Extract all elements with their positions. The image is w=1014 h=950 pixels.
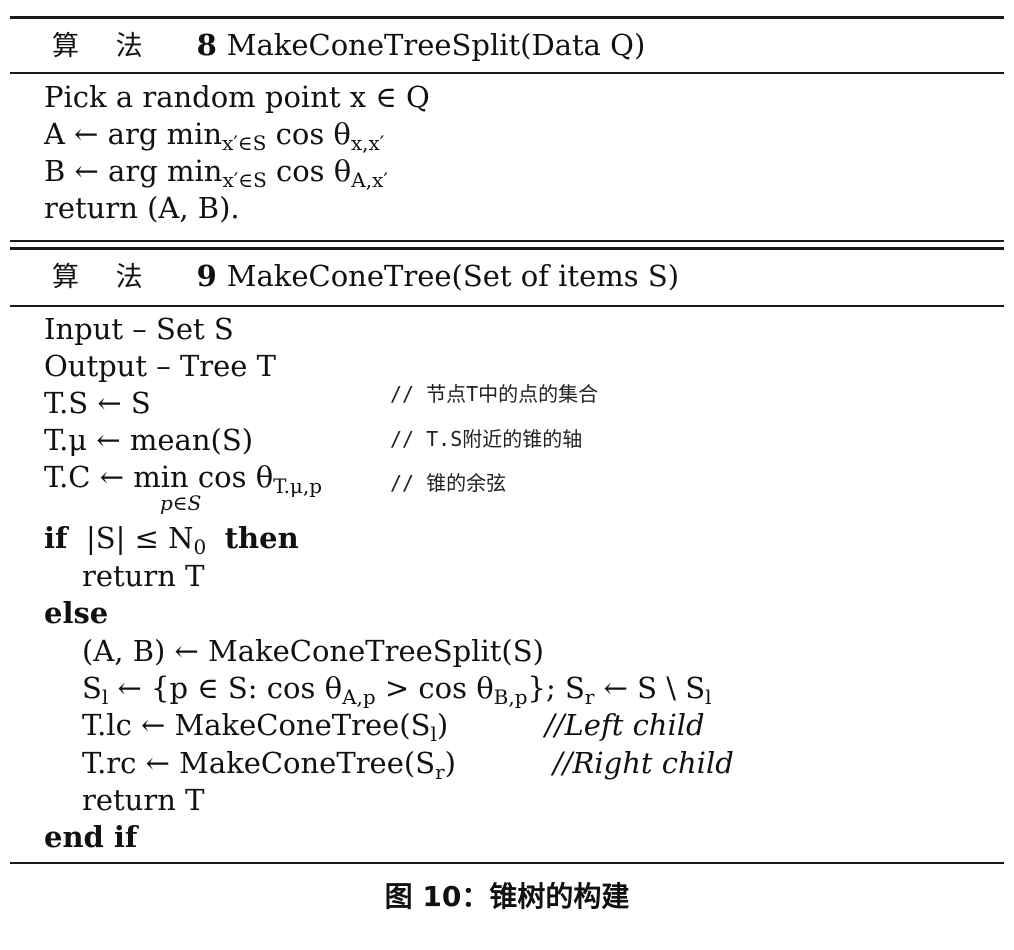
sl-t2-sub: B,p [493,685,528,709]
algo8-header-rule [10,72,1004,74]
if-keyword: if [44,521,68,555]
algo9-input-text: Input – Set S [44,312,234,346]
sl-mid2: > cos θ [375,671,494,705]
sl-pre-sub: l [101,685,109,709]
algo9-else: else [44,595,108,631]
lc-post: ) [436,708,449,742]
then-keyword: then [224,521,299,555]
algo8-line-3-theta-sub: A,x′ [351,168,388,192]
algo8-line-3-rest: cos θ [275,154,352,188]
algo9-label: 算 法 [52,262,157,293]
sl-end-sub: l [705,685,712,709]
algo9-lc-comment: //Left child [545,708,705,742]
figure-caption: 图 10：锥树的构建 [384,880,630,913]
algo9-return-2-text: return T [82,783,205,817]
algo8-bottom-rule [10,240,1004,242]
algo8-top-rule [10,16,1004,19]
algo9-rc-comment: //Right child [553,746,734,780]
algo9-tc-sub: T.μ,p [273,474,323,498]
algo9-lc: T.lc ← MakeConeTree(Sl) [82,707,449,746]
algo8-line-3-text: B ← arg min [44,154,223,188]
algo9-tc-post: cos θ [188,460,274,494]
algo8-line-2-rest: cos θ [275,117,351,151]
sr-sub: r [584,685,595,709]
algo9-header-rule [10,305,1004,307]
algo9-tmu-comment: // T.S附近的锥的轴 [390,427,583,451]
algo9-ts-text: T.S ← S [44,386,151,420]
algo8-line-4-text: return (A, B). [44,191,240,225]
algo9-endif: end if [44,819,137,855]
algo8-line-3-sub: x′∈S [222,168,267,192]
algo9-if: if |S| ≤ N0 then [44,520,299,559]
endif-keyword: end if [44,820,138,854]
rc-post: ) [444,746,456,780]
algo9-tc: T.C ← min cos θT.μ,p [44,459,323,498]
algo9-split-text: (A, B) ← MakeConeTreeSplit(S) [82,634,544,668]
algo9-tc-comment: // 锥的余弦 [390,471,507,495]
algo9-return-2: return T [82,782,204,818]
algo9-header: 算 法 9 MakeConeTree(Set of items S) [52,256,679,298]
algo9-tmu: T.μ ← mean(S) [44,422,253,458]
algo8-line-1-text: Pick a random point x ∈ Q [44,80,430,114]
sl-t1-sub: A,p [342,685,376,709]
algo9-output-text: Output – Tree T [44,349,277,383]
algo9-rc: T.rc ← MakeConeTree(Sr) [82,745,456,784]
algo8-label: 算 法 [52,31,157,62]
if-condition: |S| ≤ N [85,521,194,555]
algo9-tmu-text: T.μ ← mean(S) [44,423,254,457]
algo9-return-1: return T [82,558,204,594]
sl-mid3: }; S [527,671,585,705]
algo8-line-2-text: A ← arg min [44,117,223,151]
algo9-number: 9 [196,259,217,293]
rc-pre: T.rc ← MakeConeTree(S [82,746,436,780]
sl-pre: S [82,671,102,705]
sl-mid: ← {p ∈ S: cos θ [108,671,343,705]
algo9-top-rule [10,247,1004,250]
algo9-split: (A, B) ← MakeConeTreeSplit(S) [82,633,544,669]
algo9-ts: T.S ← S [44,385,151,421]
algo8-line-2-sub: x′∈S [222,131,267,155]
lc-pre: T.lc ← MakeConeTree(S [82,708,431,742]
algo8-number: 8 [196,28,217,62]
algo8-line-4: return (A, B). [44,190,240,226]
algo8-line-3: B ← arg minx′∈S cos θA,x′ [44,153,388,192]
algo9-return-1-text: return T [82,559,205,593]
algo9-input: Input – Set S [44,311,234,347]
algo9-title: MakeConeTree(Set of items S) [226,259,680,293]
if-condition-sub: 0 [193,535,207,559]
algo9-sl: Sl ← {p ∈ S: cos θA,p > cos θB,p}; Sr ← … [82,670,712,709]
algo9-bottom-rule [10,862,1004,864]
lc-sub: l [430,722,437,746]
else-keyword: else [44,596,109,630]
algo9-ts-comment: // 节点T中的点的集合 [390,382,599,406]
algo8-header: 算 法 8 MakeConeTreeSplit(Data Q) [52,25,645,67]
algo9-tc-under: p∈S [160,491,202,515]
algo8-title: MakeConeTreeSplit(Data Q) [226,28,646,62]
algo8-line-1: Pick a random point x ∈ Q [44,79,430,115]
rc-sub: r [435,760,445,784]
algo8-line-2: A ← arg minx′∈S cos θx,x′ [44,116,385,155]
algo9-output: Output – Tree T [44,348,276,384]
algo9-tc-min: min [133,460,189,494]
sl-end: ← S \ S [594,671,706,705]
algo8-line-2-theta-sub: x,x′ [350,131,385,155]
algo9-tc-pre: T.C ← [44,460,134,494]
